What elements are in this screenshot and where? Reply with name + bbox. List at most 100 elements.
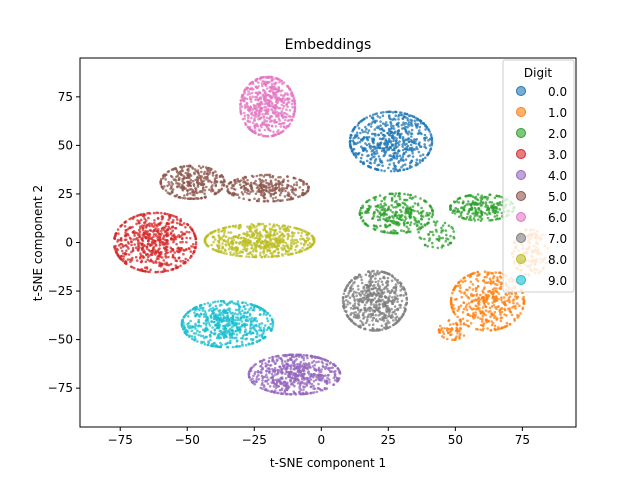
data-point <box>346 303 349 306</box>
data-point <box>173 256 177 260</box>
data-point <box>191 167 195 170</box>
data-point <box>477 207 481 210</box>
data-point <box>267 182 270 185</box>
data-point <box>256 125 260 128</box>
data-point <box>468 218 471 221</box>
data-point <box>421 209 425 213</box>
data-point <box>486 293 490 297</box>
data-point <box>405 112 409 116</box>
data-point <box>508 299 511 302</box>
data-point <box>499 271 502 275</box>
data-point <box>249 190 252 194</box>
data-point <box>254 362 257 366</box>
data-point <box>424 128 427 131</box>
data-point <box>321 388 324 392</box>
data-point <box>386 309 390 313</box>
data-point <box>181 179 184 183</box>
data-point <box>270 105 273 108</box>
data-point <box>376 115 380 118</box>
data-point <box>493 324 497 328</box>
data-point <box>482 312 486 315</box>
data-point <box>376 293 380 296</box>
data-point <box>423 139 427 142</box>
data-point <box>278 193 282 197</box>
data-point <box>202 172 206 176</box>
data-point <box>389 141 393 144</box>
data-point <box>396 152 399 155</box>
data-point <box>307 237 311 240</box>
data-point <box>250 111 254 115</box>
data-point <box>389 122 393 125</box>
data-point <box>302 353 306 357</box>
data-point <box>179 249 183 252</box>
data-point <box>241 176 245 180</box>
data-point <box>446 238 450 241</box>
data-point <box>474 289 478 293</box>
data-point <box>243 180 247 184</box>
data-point <box>372 138 376 141</box>
data-point <box>294 355 298 358</box>
data-point <box>190 228 194 232</box>
data-point <box>264 173 267 177</box>
data-point <box>349 313 352 317</box>
data-point <box>290 119 294 122</box>
data-point <box>307 188 310 192</box>
data-point <box>482 201 485 205</box>
data-point <box>431 241 434 245</box>
data-point <box>278 97 282 101</box>
data-point <box>367 129 371 132</box>
data-point <box>278 81 281 84</box>
data-point <box>461 317 465 321</box>
data-point <box>214 170 217 173</box>
data-point <box>263 82 267 85</box>
data-point <box>370 294 374 298</box>
data-point <box>292 115 295 119</box>
data-point <box>271 102 274 106</box>
data-point <box>170 214 174 217</box>
data-point <box>522 299 526 303</box>
data-point <box>374 305 377 309</box>
data-point <box>351 287 355 291</box>
data-point <box>383 143 387 146</box>
data-point <box>390 289 394 293</box>
data-point <box>407 209 410 213</box>
data-point <box>400 229 403 232</box>
data-point <box>418 141 421 144</box>
data-point <box>262 358 265 362</box>
data-point <box>464 305 468 309</box>
data-point <box>398 197 402 201</box>
data-point <box>165 263 168 267</box>
data-point <box>348 289 352 293</box>
data-point <box>465 215 469 219</box>
data-point <box>183 194 186 197</box>
data-point <box>374 280 378 284</box>
data-point <box>409 161 412 165</box>
data-point <box>129 258 132 261</box>
data-point <box>115 251 118 254</box>
data-point <box>211 189 215 193</box>
data-point <box>479 199 483 202</box>
data-point <box>243 187 246 191</box>
data-point <box>329 361 333 364</box>
data-point <box>260 109 263 113</box>
data-point <box>379 224 382 228</box>
data-point <box>267 128 271 132</box>
data-point <box>268 99 271 102</box>
data-point <box>413 141 416 144</box>
data-point <box>250 366 253 370</box>
data-point <box>390 296 394 299</box>
data-point <box>481 314 485 318</box>
data-point <box>389 127 393 130</box>
data-point <box>188 247 191 251</box>
data-point <box>361 290 364 293</box>
data-point <box>353 299 357 303</box>
data-point <box>393 110 397 114</box>
data-point <box>445 329 449 333</box>
data-point <box>483 270 487 274</box>
data-point <box>194 187 198 191</box>
data-point <box>361 300 364 303</box>
data-point <box>471 315 475 318</box>
data-point <box>255 199 259 203</box>
data-point <box>394 118 397 121</box>
data-point <box>462 277 465 280</box>
